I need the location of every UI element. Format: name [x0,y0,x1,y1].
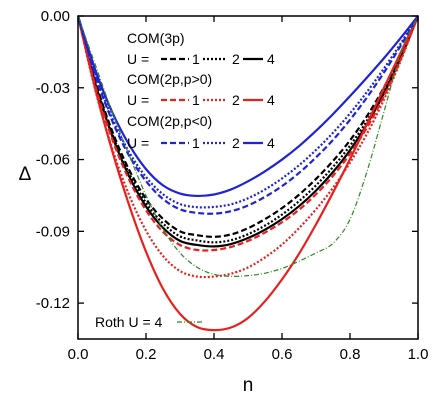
legend-prefix: U = [127,135,149,151]
axes-layer: 0.0 0.2 0.4 0.6 0.8 1.0 0.00 -0.03 -0.06 -0.09 -0.… [36,8,429,363]
x-tick-label: 1.0 [408,346,429,363]
legend-u-label: 2 [232,92,240,108]
legend-roth-label: Roth U = 4 [95,314,163,330]
x-tick-label: 0.4 [204,346,225,363]
legend-u-label: 1 [192,92,200,108]
legend-u-label: 4 [267,92,275,108]
series-line-com-2p-p-0--u4-solid [78,16,418,332]
series-line-com-2p-p-0--u2-dotted [78,16,418,209]
y-axis-title: Δ [19,164,32,185]
series-line-com-3p--u2-dotted [78,16,418,244]
series-line-roth-u4-dashdot [78,16,418,277]
y-tick-label: -0.12 [36,295,70,312]
series-line-com-3p--u1-dashed [78,16,418,238]
x-tick-label: 0.6 [272,346,293,363]
legend-u-label: 4 [267,51,275,67]
legend-u-label: 2 [232,135,240,151]
legend-u-label: 1 [192,135,200,151]
legend: COM(3p) U = 1 2 4 COM(2p,p>0) U = 1 2 4 … [95,30,275,330]
legend-group-title: COM(2p,p>0) [127,71,212,87]
x-tick-label: 0.8 [340,346,361,363]
curves-layer [78,16,418,332]
series-line-com-2p-p-0--u1-dashed [78,16,418,252]
plot-frame [77,15,419,340]
legend-prefix: U = [127,51,149,67]
x-tick-label: 0.0 [68,346,89,363]
legend-group-title: COM(3p) [127,30,185,46]
legend-prefix: U = [127,92,149,108]
legend-u-label: 1 [192,51,200,67]
series-line-com-2p-p-0--u4-solid [78,16,418,198]
legend-u-label: 2 [232,51,240,67]
x-tick-label: 0.2 [136,346,157,363]
series-line-com-2p-p-0--u1-dashed [78,16,418,215]
legend-group-title: COM(2p,p<0) [127,113,212,129]
y-tick-label: -0.03 [36,80,70,97]
x-axis-title: n [243,375,254,396]
y-tick-label: 0.00 [41,8,70,25]
y-tick-label: -0.09 [36,223,70,240]
legend-u-label: 4 [267,135,275,151]
series-line-com-2p-p-0--u2-dotted [78,16,418,279]
y-tick-label: -0.06 [36,152,70,169]
